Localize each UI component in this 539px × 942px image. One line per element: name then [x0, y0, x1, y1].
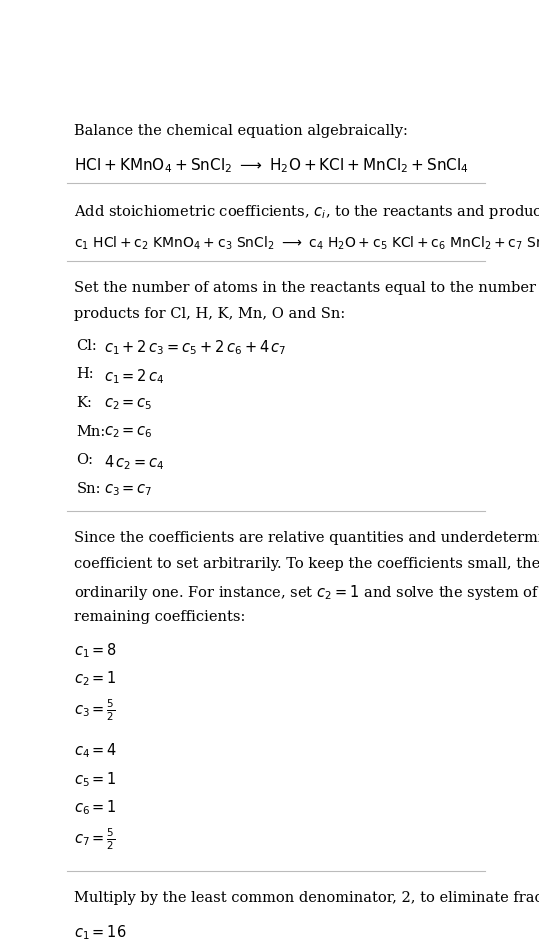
- Text: $4\,c_2 = c_4$: $4\,c_2 = c_4$: [104, 453, 165, 472]
- Text: Balance the chemical equation algebraically:: Balance the chemical equation algebraica…: [74, 124, 407, 138]
- Text: Sn:: Sn:: [77, 482, 101, 496]
- Text: $c_1 + 2\,c_3 = c_5 + 2\,c_6 + 4\,c_7$: $c_1 + 2\,c_3 = c_5 + 2\,c_6 + 4\,c_7$: [104, 338, 287, 357]
- Text: $c_1 = 8$: $c_1 = 8$: [74, 641, 117, 659]
- Text: $c_1 = 2\,c_4$: $c_1 = 2\,c_4$: [104, 367, 165, 386]
- Text: remaining coefficients:: remaining coefficients:: [74, 609, 245, 624]
- Text: Since the coefficients are relative quantities and underdetermined, choose a: Since the coefficients are relative quan…: [74, 531, 539, 544]
- Text: $c_2 = c_5$: $c_2 = c_5$: [104, 396, 153, 412]
- Text: $c_6 = 1$: $c_6 = 1$: [74, 798, 116, 817]
- Text: $c_2 = c_6$: $c_2 = c_6$: [104, 425, 153, 441]
- Text: O:: O:: [77, 453, 94, 467]
- Text: $c_2 = 1$: $c_2 = 1$: [74, 669, 116, 688]
- Text: coefficient to set arbitrarily. To keep the coefficients small, the arbitrary va: coefficient to set arbitrarily. To keep …: [74, 557, 539, 571]
- Text: $\mathrm{c_1\ HCl + c_2\ KMnO_4 + c_3\ SnCl_2 \ \longrightarrow \ c_4\ H_2O + c_: $\mathrm{c_1\ HCl + c_2\ KMnO_4 + c_3\ S…: [74, 235, 539, 252]
- Text: $c_4 = 4$: $c_4 = 4$: [74, 741, 117, 760]
- Text: Add stoichiometric coefficients, $c_i$, to the reactants and products:: Add stoichiometric coefficients, $c_i$, …: [74, 203, 539, 220]
- Text: $c_1 = 16$: $c_1 = 16$: [74, 923, 126, 942]
- Text: Mn:: Mn:: [77, 425, 106, 439]
- Text: Cl:: Cl:: [77, 338, 98, 352]
- Text: $c_7 = \frac{5}{2}$: $c_7 = \frac{5}{2}$: [74, 826, 115, 852]
- Text: Multiply by the least common denominator, 2, to eliminate fractional coefficient: Multiply by the least common denominator…: [74, 891, 539, 904]
- Text: $c_3 = \frac{5}{2}$: $c_3 = \frac{5}{2}$: [74, 697, 115, 723]
- Text: ordinarily one. For instance, set $c_2 = 1$ and solve the system of equations fo: ordinarily one. For instance, set $c_2 =…: [74, 583, 539, 603]
- Text: K:: K:: [77, 396, 93, 410]
- Text: $c_5 = 1$: $c_5 = 1$: [74, 770, 116, 788]
- Text: $\mathrm{HCl + KMnO_4 + SnCl_2 \ \longrightarrow \ H_2O + KCl + MnCl_2 + SnCl_4}: $\mathrm{HCl + KMnO_4 + SnCl_2 \ \longri…: [74, 156, 468, 175]
- Text: products for Cl, H, K, Mn, O and Sn:: products for Cl, H, K, Mn, O and Sn:: [74, 307, 345, 321]
- Text: H:: H:: [77, 367, 94, 382]
- Text: Set the number of atoms in the reactants equal to the number of atoms in the: Set the number of atoms in the reactants…: [74, 281, 539, 295]
- Text: $c_3 = c_7$: $c_3 = c_7$: [104, 482, 153, 498]
